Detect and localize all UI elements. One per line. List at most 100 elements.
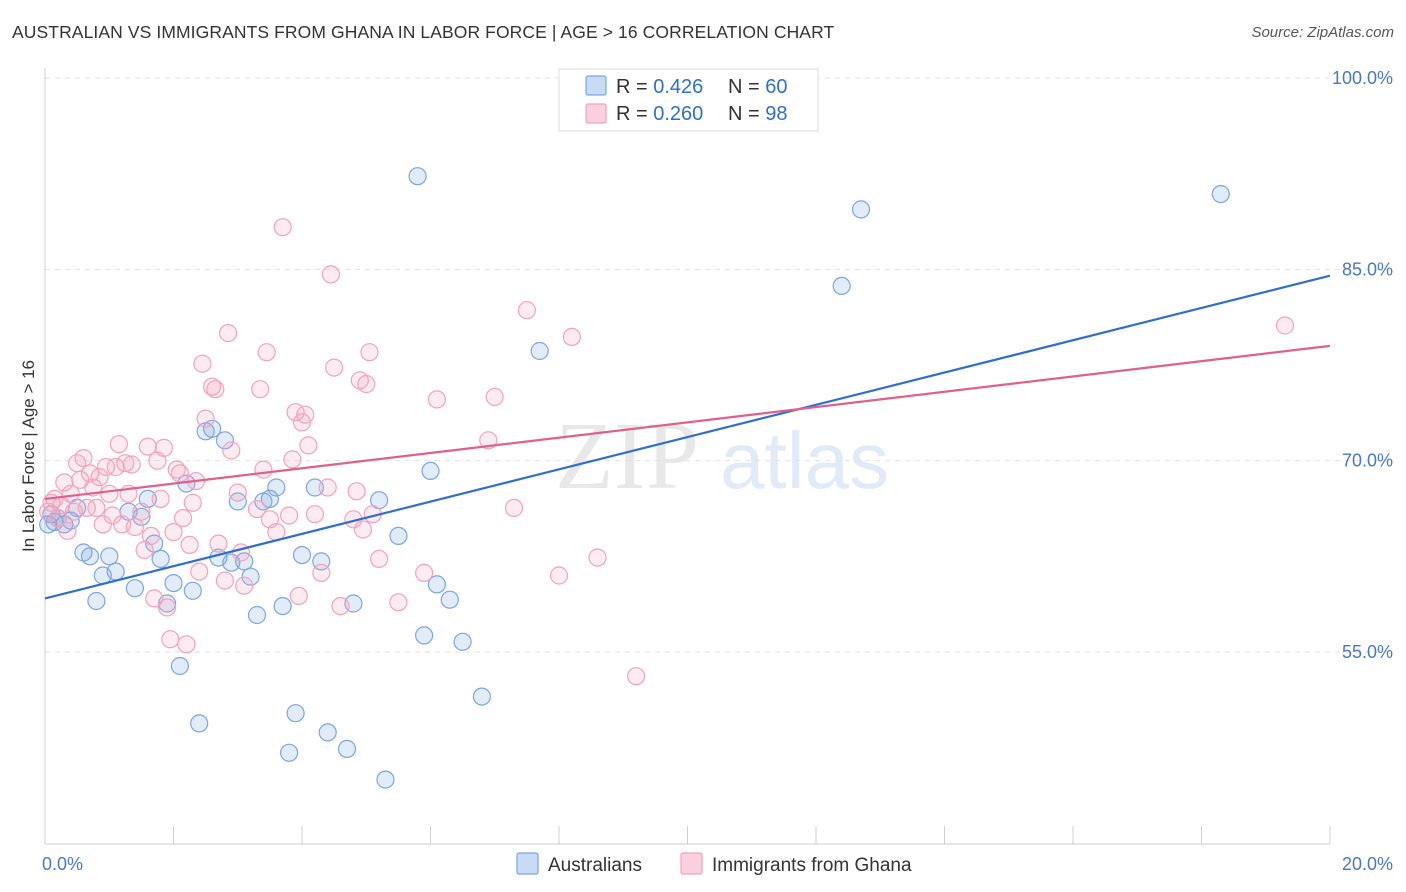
y-tick-label-0: 55.0%: [1342, 642, 1393, 662]
ghana-point-61: [257, 343, 276, 362]
australians-point-44: [337, 739, 357, 759]
ghana-point-56: [231, 543, 251, 562]
ghana-point-43: [180, 535, 199, 555]
chart-title: AUSTRALIAN VS IMMIGRANTS FROM GHANA IN L…: [12, 22, 835, 42]
ghana-point-57: [235, 576, 254, 595]
australians-point-47: [376, 770, 395, 789]
ghana-point-90: [485, 387, 504, 406]
svg-text:R = 0.426: R = 0.426: [616, 76, 703, 98]
ghana-point-53: [219, 324, 238, 343]
australians-point-35: [260, 489, 279, 508]
ghana-point-81: [353, 520, 373, 539]
ghana-point-58: [247, 500, 267, 519]
ghana-point-73: [312, 563, 331, 583]
ghana-point-27: [125, 517, 144, 537]
ghana-point-44: [183, 493, 202, 512]
x-ticks: [44, 826, 1331, 844]
ghana-point-93: [549, 566, 569, 585]
ghana-point-92: [517, 301, 537, 320]
ghana-point-87: [415, 563, 434, 583]
source-label: Source: ZipAtlas.com: [1251, 24, 1394, 41]
legend-swatch-ghana: [585, 103, 607, 124]
ghana-point-75: [321, 265, 340, 284]
ghana-point-37: [161, 630, 180, 649]
australians-point-15: [132, 507, 151, 526]
ghana-point-16: [90, 468, 109, 487]
x-tick-label-0: 0.0%: [42, 854, 83, 874]
ghana-point-48: [196, 409, 215, 428]
legend-n-value-2: 98: [765, 103, 787, 125]
ghana-point-41: [174, 508, 193, 528]
ghana-point-38: [164, 522, 183, 542]
australians-trend-line: [44, 274, 1331, 600]
svg-text:R = 0.260: R = 0.260: [616, 103, 703, 125]
legend-r-label-1: R =: [616, 76, 653, 98]
australians-point-43: [318, 723, 337, 742]
australians-point-18: [151, 549, 170, 569]
australians-points: [39, 167, 1230, 789]
australians-point-37: [273, 596, 292, 616]
ghana-point-95: [588, 548, 607, 567]
australians-point-49: [408, 167, 427, 186]
series-legend-swatch-ghana: [680, 852, 703, 875]
australians-point-11: [100, 547, 119, 566]
ghana-point-28: [132, 502, 151, 521]
ghana-point-68: [289, 586, 308, 606]
australians-point-33: [247, 605, 267, 625]
correlation-legend: R = 0.426 N = 60 R = 0.260 N = 98: [558, 68, 819, 132]
x-tick-label-1: 20.0%: [1342, 854, 1393, 874]
australians-point-52: [427, 575, 446, 594]
legend-r-value-2: 0.260: [653, 103, 703, 125]
ghana-point-77: [331, 596, 350, 616]
svg-text:N = 98: N = 98: [728, 103, 788, 125]
ghana-point-88: [427, 390, 446, 409]
ghana-point-59: [251, 380, 270, 399]
ghana-point-82: [357, 375, 376, 394]
ghana-point-74: [318, 478, 337, 497]
australians-point-14: [125, 579, 144, 598]
ghana-point-12: [77, 498, 96, 517]
australians-point-8: [80, 547, 100, 566]
trend-lines: [44, 274, 1331, 600]
ghana-point-42: [177, 635, 196, 654]
y-tick-label-2: 85.0%: [1342, 259, 1393, 279]
australians-point-28: [215, 431, 234, 450]
australians-point-9: [87, 591, 106, 611]
ghana-point-36: [158, 598, 177, 617]
ghana-point-70: [296, 405, 315, 424]
australians-point-24: [190, 714, 209, 733]
ghana-point-35: [154, 438, 173, 457]
australians-point-55: [472, 687, 491, 706]
ghana-point-86: [389, 593, 408, 612]
australians-point-54: [453, 632, 472, 651]
ghana-point-66: [283, 450, 302, 469]
australians-point-50: [415, 626, 434, 645]
legend-n-label-1: N =: [728, 76, 765, 98]
ghana-point-32: [145, 589, 164, 608]
y-tick-label-1: 70.0%: [1342, 451, 1393, 471]
legend-n-label-2: N =: [728, 103, 765, 125]
legend-r-label-2: R =: [616, 103, 653, 125]
ghana-point-91: [504, 498, 524, 517]
ghana-point-76: [325, 358, 344, 377]
y-axis-label: In Labor Force | Age > 16: [19, 360, 38, 552]
ghana-point-64: [273, 218, 292, 237]
australians-point-20: [164, 573, 183, 593]
y-tick-labels: 55.0% 70.0% 85.0% 100.0%: [1332, 68, 1393, 662]
ghana-point-51: [209, 534, 228, 553]
ghana-point-52: [215, 571, 234, 590]
australians-point-51: [421, 461, 440, 480]
series-legend-swatch-australians: [516, 852, 539, 875]
x-tick-labels: 0.0% 20.0%: [42, 854, 1393, 874]
ghana-point-24: [116, 454, 135, 473]
ghana-point-30: [138, 437, 157, 456]
ghana-point-72: [305, 505, 324, 524]
australians-point-21: [170, 656, 189, 676]
australians-point-58: [851, 200, 871, 219]
legend-n-value-1: 60: [765, 76, 787, 98]
ghana-point-60: [254, 460, 273, 479]
ghana-point-21: [106, 457, 125, 477]
ghana-point-79: [347, 482, 366, 501]
ghana-point-71: [299, 436, 318, 455]
